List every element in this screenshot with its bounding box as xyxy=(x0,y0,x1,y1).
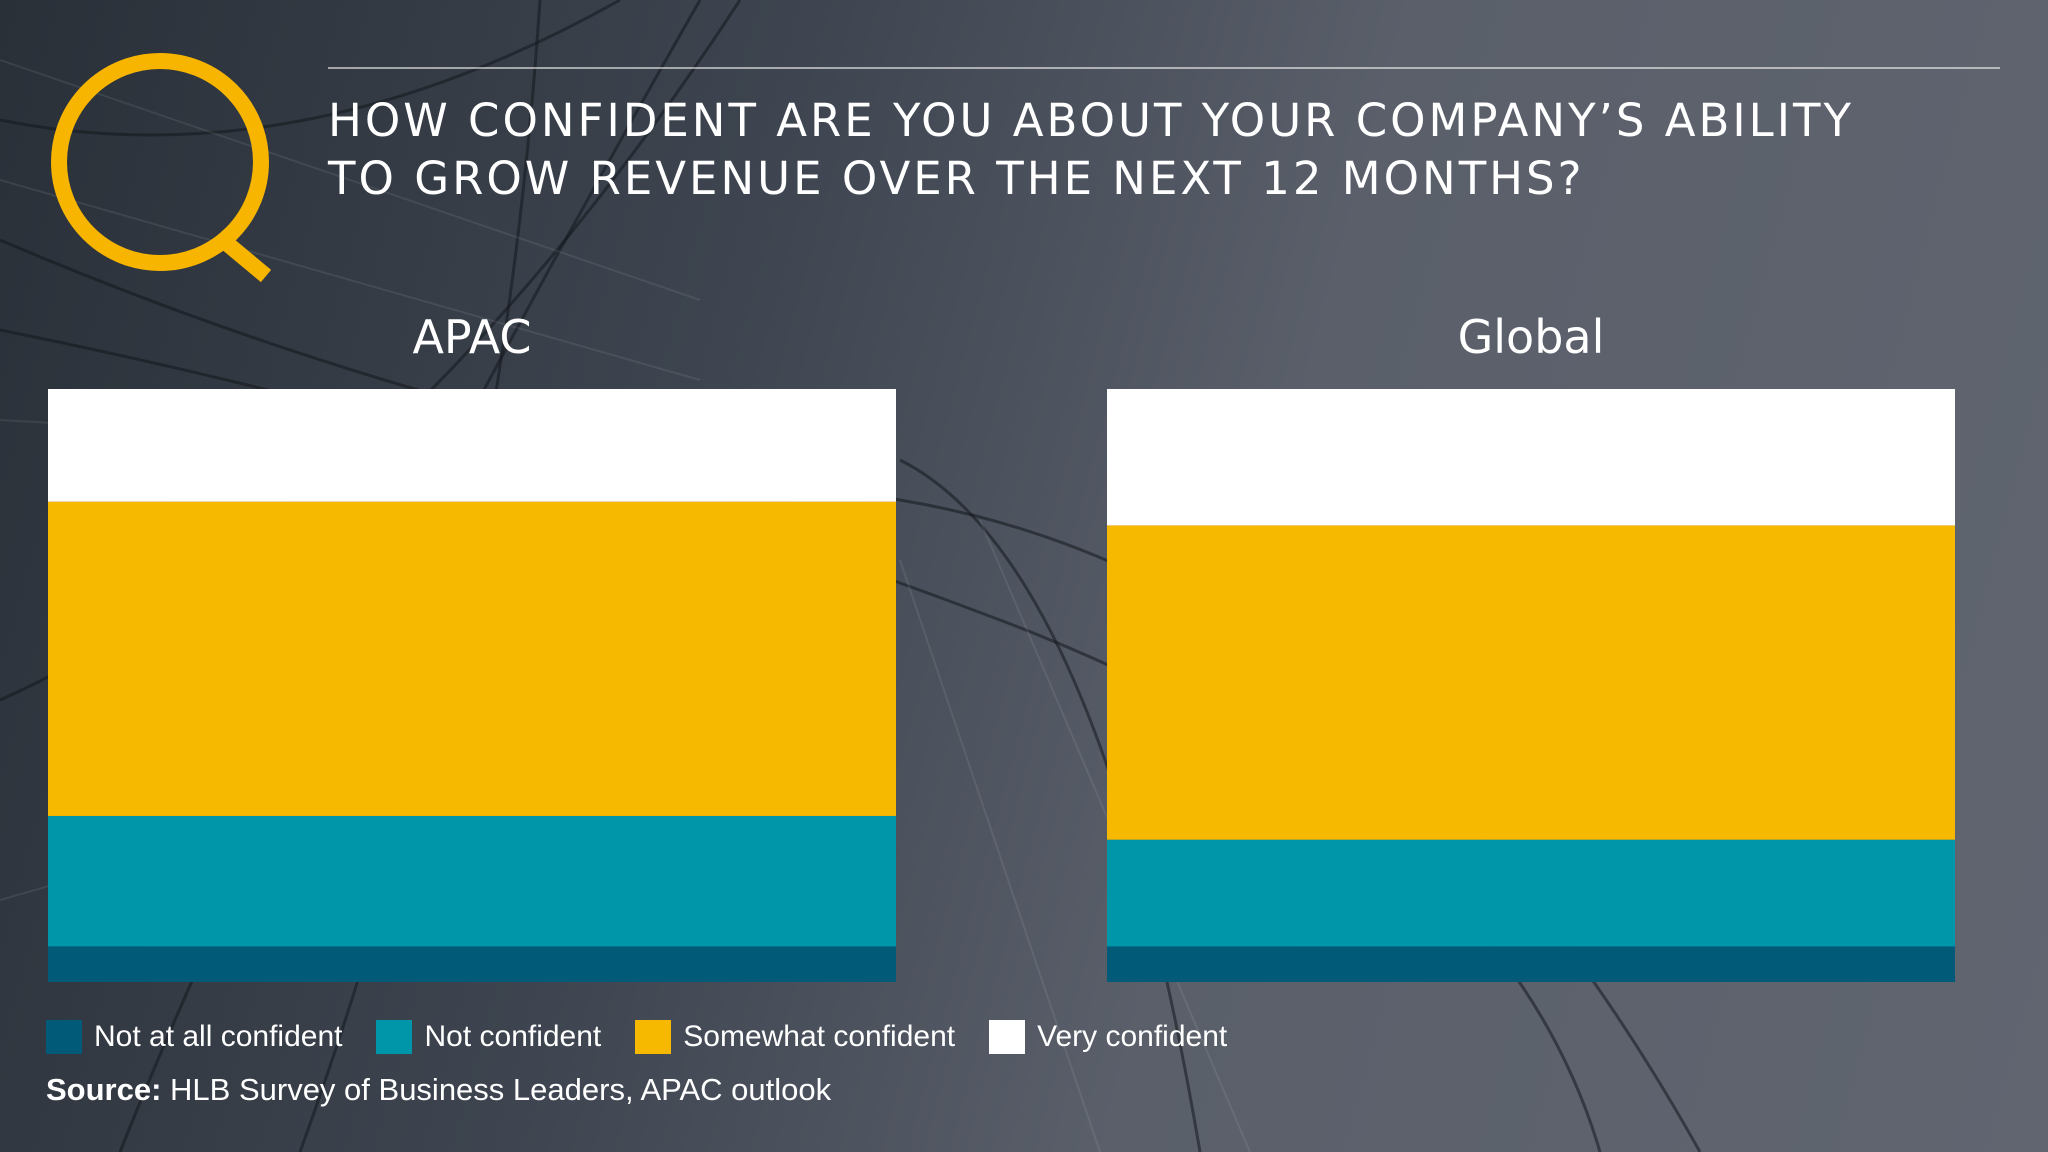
apac-bar-segment-very xyxy=(48,389,896,502)
global-bar-segment-not-at-all xyxy=(1107,946,1955,982)
global-chart-title: Global xyxy=(1457,310,1605,364)
legend-swatch-very xyxy=(989,1020,1026,1054)
legend-label-not-at-all: Not at all confident xyxy=(94,1020,343,1053)
legend-item-very: Very confident xyxy=(989,1020,1227,1054)
apac-bar-segment-not-confident xyxy=(48,815,896,947)
global-bar-segment-not-confident xyxy=(1107,839,1955,947)
legend-item-somewhat: Somewhat confident xyxy=(635,1020,955,1054)
global-bar-segment-very xyxy=(1107,389,1955,526)
legend-swatch-somewhat xyxy=(635,1020,672,1054)
apac-bar-segment-not-at-all xyxy=(48,946,896,982)
title-line-1: HOW CONFIDENT ARE YOU ABOUT YOUR COMPANY… xyxy=(328,94,1854,147)
legend-label-not-confident: Not confident xyxy=(424,1020,602,1053)
legend-swatch-not-at-all xyxy=(46,1020,82,1054)
title-line-2: TO GROW REVENUE OVER THE NEXT 12 MONTHS? xyxy=(328,152,1585,205)
q-logo-icon xyxy=(51,53,272,283)
legend-swatch-not-confident xyxy=(376,1020,413,1054)
source-note: Source: HLB Survey of Business Leaders, … xyxy=(46,1072,831,1108)
legend-item-not-confident: Not confident xyxy=(376,1020,601,1054)
legend-label-very: Very confident xyxy=(1037,1020,1228,1053)
source-text: HLB Survey of Business Leaders, APAC out… xyxy=(161,1072,832,1107)
chart-legend: Not at all confident Not confident Somew… xyxy=(46,1020,1261,1054)
global-bar-segment-somewhat xyxy=(1107,525,1955,840)
apac-chart-title: APAC xyxy=(412,310,532,364)
source-prefix: Source: xyxy=(46,1072,162,1107)
apac-bar-segment-somewhat xyxy=(48,501,896,816)
page-title: HOW CONFIDENT ARE YOU ABOUT YOUR COMPANY… xyxy=(328,92,2008,208)
legend-item-not-at-all: Not at all confident xyxy=(46,1020,342,1054)
header-rule xyxy=(328,67,2000,69)
legend-label-somewhat: Somewhat confident xyxy=(683,1020,956,1053)
